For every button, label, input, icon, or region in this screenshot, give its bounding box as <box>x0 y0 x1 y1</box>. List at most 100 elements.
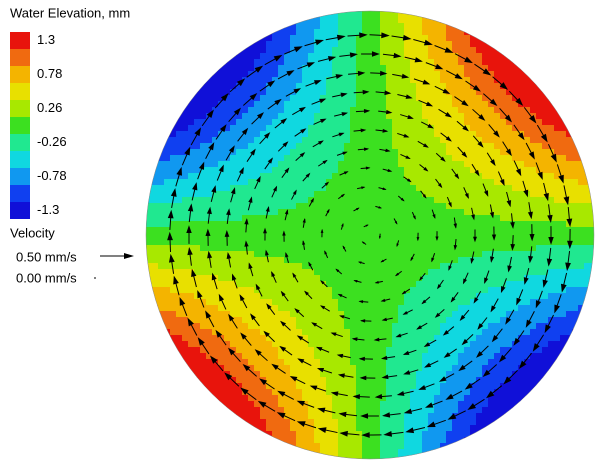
field-cell <box>206 83 213 90</box>
field-cell <box>446 77 453 84</box>
field-cell <box>284 365 291 372</box>
field-cell <box>152 299 159 306</box>
field-cell <box>296 365 303 372</box>
field-cell <box>506 293 513 300</box>
field-cell <box>476 287 483 294</box>
field-cell <box>266 353 273 360</box>
field-cell <box>374 269 381 276</box>
field-cell <box>506 89 513 96</box>
field-cell <box>260 359 267 366</box>
field-cell <box>392 65 399 72</box>
field-cell <box>458 113 465 120</box>
field-cell <box>362 95 369 102</box>
field-cell <box>416 419 423 426</box>
field-cell <box>590 257 597 264</box>
field-cell <box>278 89 285 96</box>
field-cell <box>476 41 483 48</box>
field-cell <box>434 263 441 270</box>
field-cell <box>272 299 279 306</box>
field-cell <box>470 179 477 186</box>
field-cell <box>488 341 495 348</box>
field-cell <box>530 395 537 402</box>
field-cell <box>332 383 339 390</box>
field-cell <box>398 377 405 384</box>
field-cell <box>290 245 297 252</box>
field-cell <box>302 95 309 102</box>
field-cell <box>338 359 345 366</box>
field-cell <box>398 173 405 180</box>
field-cell <box>326 341 333 348</box>
field-cell <box>410 197 417 204</box>
field-cell <box>512 197 519 204</box>
field-cell <box>188 197 195 204</box>
field-cell <box>488 89 495 96</box>
field-cell <box>542 377 549 384</box>
field-cell <box>194 389 201 396</box>
field-cell <box>470 275 477 282</box>
field-cell <box>212 203 219 210</box>
field-cell <box>248 173 255 180</box>
field-cell <box>386 59 393 66</box>
field-cell <box>314 437 321 444</box>
field-cell <box>374 401 381 408</box>
field-cell <box>326 143 333 150</box>
field-cell <box>254 329 261 336</box>
field-cell <box>536 323 543 330</box>
field-cell <box>518 311 525 318</box>
field-cell <box>530 227 537 234</box>
field-cell <box>296 383 303 390</box>
field-cell <box>578 317 585 324</box>
field-cell <box>428 167 435 174</box>
field-cell <box>458 287 465 294</box>
field-cell <box>380 311 387 318</box>
field-cell <box>512 329 519 336</box>
field-cell <box>536 257 543 264</box>
field-cell <box>416 389 423 396</box>
field-cell <box>476 335 483 342</box>
field-cell <box>212 245 219 252</box>
field-cell <box>164 155 171 162</box>
field-cell <box>224 143 231 150</box>
field-cell <box>248 65 255 72</box>
field-cell <box>212 311 219 318</box>
field-cell <box>530 263 537 270</box>
field-cell <box>398 455 405 462</box>
field-cell <box>512 209 519 216</box>
field-cell <box>494 95 501 102</box>
field-cell <box>356 383 363 390</box>
field-cell <box>236 101 243 108</box>
field-cell <box>398 257 405 264</box>
field-cell <box>386 203 393 210</box>
field-cell <box>464 353 471 360</box>
field-cell <box>548 311 555 318</box>
field-cell <box>212 293 219 300</box>
field-cell <box>584 233 591 240</box>
field-cell <box>248 407 255 414</box>
field-cell <box>320 329 327 336</box>
field-cell <box>266 377 273 384</box>
field-cell <box>320 65 327 72</box>
field-cell <box>542 227 549 234</box>
field-cell <box>260 155 267 162</box>
field-cell <box>260 263 267 270</box>
field-cell <box>494 221 501 228</box>
field-cell <box>476 215 483 222</box>
field-cell <box>380 179 387 186</box>
field-cell <box>308 269 315 276</box>
field-cell <box>284 287 291 294</box>
field-cell <box>218 389 225 396</box>
field-cell <box>410 299 417 306</box>
field-cell <box>146 245 153 252</box>
field-cell <box>242 59 249 66</box>
field-cell <box>464 425 471 432</box>
field-cell <box>428 29 435 36</box>
field-cell <box>440 287 447 294</box>
field-cell <box>542 101 549 108</box>
field-cell <box>446 317 453 324</box>
field-cell <box>158 299 165 306</box>
field-cell <box>290 383 297 390</box>
field-cell <box>350 185 357 192</box>
field-cell <box>332 149 339 156</box>
field-cell <box>302 71 309 78</box>
field-cell <box>350 299 357 306</box>
